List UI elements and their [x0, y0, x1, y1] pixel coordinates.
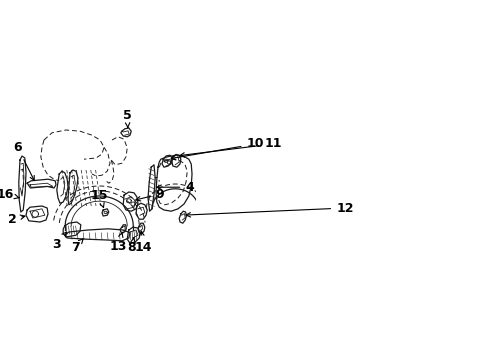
- Text: 8: 8: [128, 238, 136, 254]
- Text: 3: 3: [52, 232, 67, 251]
- Text: 6: 6: [14, 141, 34, 180]
- Text: 16: 16: [0, 188, 19, 201]
- Text: 9: 9: [136, 188, 164, 201]
- Text: 7: 7: [71, 239, 83, 254]
- Text: 2: 2: [8, 213, 25, 226]
- Text: 14: 14: [134, 231, 152, 254]
- Text: 12: 12: [186, 202, 354, 217]
- Text: 15: 15: [91, 189, 108, 208]
- Text: 13: 13: [109, 233, 127, 252]
- Text: 5: 5: [123, 109, 132, 127]
- Text: 11: 11: [180, 138, 282, 157]
- Text: 10: 10: [171, 138, 264, 160]
- Text: 4: 4: [157, 181, 194, 194]
